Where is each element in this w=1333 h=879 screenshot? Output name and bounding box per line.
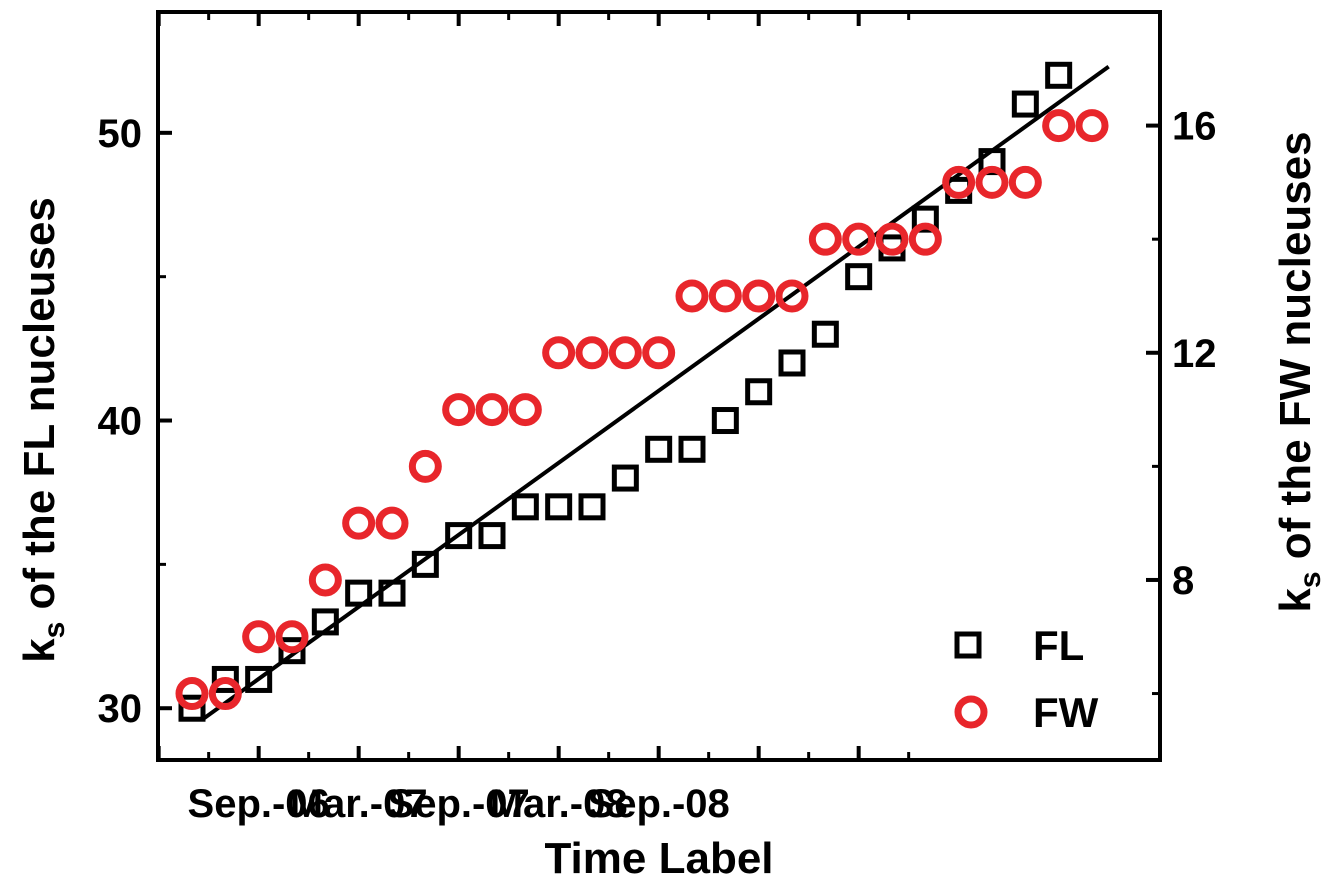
fw-point [942,165,976,199]
fw-point [442,393,476,427]
fw-point [275,620,309,654]
fw-point [308,563,342,597]
y-right-tick-label: 8 [1172,559,1194,603]
fl-point [745,378,773,406]
fw-point [1075,109,1109,143]
y-left-title-main: k [15,638,64,663]
fl-point [378,579,406,607]
fw-point [808,222,842,256]
fl-point [511,493,539,521]
fw-point [408,449,442,483]
y-right-title-sub: s [1294,571,1327,588]
fw-point [608,336,642,370]
legend-label-fl: FL [1033,622,1084,669]
fw-point [875,222,909,256]
legend: FL FW [954,622,1099,736]
x-tick-label: Sep.-07 [388,782,530,826]
fw-point [375,506,409,540]
fw-point [975,165,1009,199]
y-left-tick-label: 30 [98,687,143,731]
fl-point [345,579,373,607]
legend-label-fw: FW [1033,689,1099,736]
x-tick-label: Sep.-08 [588,782,730,826]
x-axis-title: Time Label [544,834,773,879]
fw-point [842,222,876,256]
y-axis-left-title: ks of the FL nucleuses [15,197,71,663]
y-left-tick-label: 40 [98,400,143,444]
fl-point [445,522,473,550]
fit-line [200,65,1110,722]
fw-point [208,677,242,711]
y-right-tick-label: 12 [1172,332,1217,376]
fl-point [845,263,873,291]
x-tick-label: Sep.-06 [188,782,330,826]
fw-point [675,279,709,313]
fl-point [411,550,439,578]
fw-point [175,677,209,711]
plot-frame [156,10,1162,762]
legend-marker-fw [954,695,988,729]
fl-point [578,493,606,521]
fw-point [775,279,809,313]
y-left-title-sub: s [38,622,71,639]
fw-point [1042,109,1076,143]
legend-marker-fl [954,631,982,659]
fl-point [611,464,639,492]
fw-point [908,222,942,256]
x-tick-label: Mar.-07 [290,782,428,826]
y-left-title-rest: of the FL nucleuses [15,197,64,622]
fl-point [478,522,506,550]
fw-point [642,336,676,370]
fl-point [811,320,839,348]
fl-point [1045,61,1073,89]
fl-point [778,349,806,377]
y-axis-right-title: ks of the FW nucleuses [1271,131,1327,612]
fw-point [742,279,776,313]
fw-point [342,506,376,540]
fw-point [475,393,509,427]
fw-point [508,393,542,427]
fl-point [545,493,573,521]
fw-point [575,336,609,370]
fl-point [1011,90,1039,118]
fw-point [1008,165,1042,199]
fw-point [242,620,276,654]
fl-point [645,435,673,463]
fl-point [245,665,273,693]
y-right-tick-label: 16 [1172,105,1217,149]
fw-point [708,279,742,313]
y-right-title-rest: of the FW nucleuses [1271,131,1320,571]
fl-point [711,407,739,435]
x-tick-label: Mar.-08 [490,782,628,826]
fl-point [678,435,706,463]
fl-point [211,665,239,693]
fl-point [911,205,939,233]
fl-point [311,608,339,636]
fl-point [178,694,206,722]
fl-point [278,637,306,665]
y-left-tick-label: 50 [98,112,143,156]
y-right-title-main: k [1271,588,1320,613]
fw-point [542,336,576,370]
